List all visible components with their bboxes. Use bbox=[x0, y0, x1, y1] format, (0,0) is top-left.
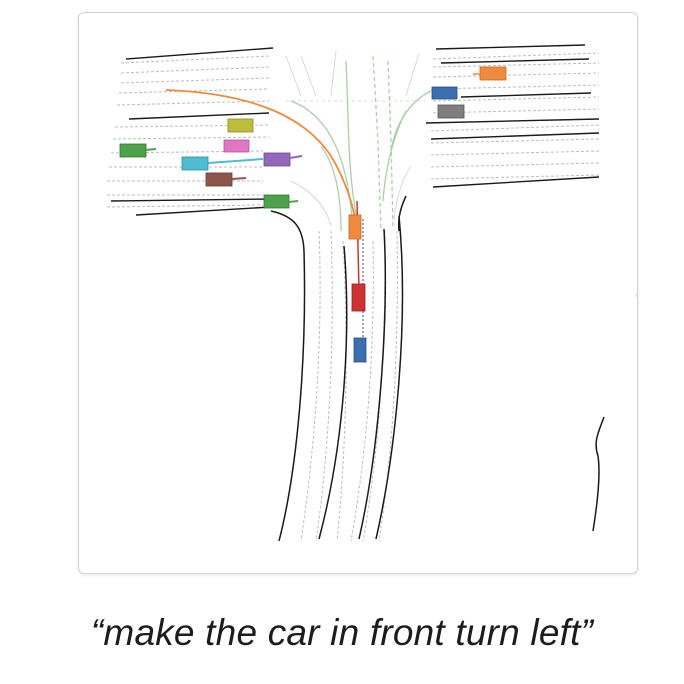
vertical-road-edges bbox=[270, 195, 407, 542]
right-road-lanes bbox=[430, 52, 600, 180]
left-pink-car bbox=[223, 139, 250, 153]
right-road-edges bbox=[425, 44, 600, 188]
vertical-road-lanes bbox=[300, 230, 398, 542]
left-road-edges bbox=[110, 47, 274, 216]
ego-car bbox=[353, 337, 367, 363]
left-green-car bbox=[119, 143, 147, 158]
right-blue-car bbox=[431, 86, 458, 100]
left-olive-car bbox=[227, 118, 254, 133]
left-green-car-2 bbox=[263, 194, 290, 209]
intersection-guides bbox=[285, 50, 426, 227]
driving-scene-map bbox=[106, 44, 637, 542]
left-purple-car bbox=[263, 152, 291, 167]
left-cyan-car bbox=[181, 156, 209, 171]
front-car-trajectory bbox=[356, 200, 360, 292]
right-top-car bbox=[479, 66, 507, 81]
front-car bbox=[351, 283, 366, 312]
lane-centerlines bbox=[290, 55, 432, 232]
instruction-caption: “make the car in front turn left” bbox=[90, 612, 594, 653]
isolated-curb bbox=[592, 416, 605, 532]
turning-car bbox=[348, 214, 362, 240]
turn-left-trajectory bbox=[165, 89, 356, 220]
vehicles bbox=[119, 66, 507, 363]
right-gray-car bbox=[437, 104, 465, 119]
scene-panel bbox=[78, 12, 638, 574]
left-brown-car bbox=[205, 172, 233, 187]
